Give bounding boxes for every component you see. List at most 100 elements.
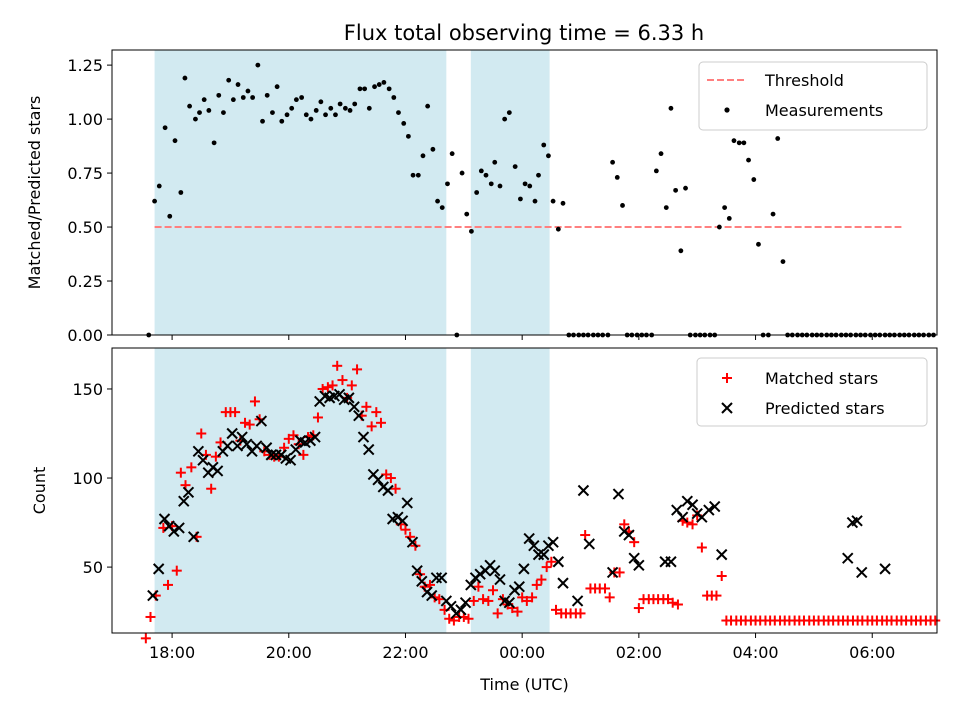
matched-point-162 <box>930 615 941 626</box>
legend-measurements-swatch <box>724 107 730 113</box>
predicted-point-33 <box>309 431 321 443</box>
measurement-point-36 <box>323 112 328 118</box>
measurement-point-11 <box>201 97 207 103</box>
matched-point-37 <box>322 382 333 393</box>
measurement-point-66 <box>469 228 474 234</box>
matched-point-63 <box>448 615 459 626</box>
measurement-point-7 <box>182 75 188 81</box>
measurement-point-30 <box>293 97 299 103</box>
predicted-point-16 <box>226 427 238 440</box>
measurement-point-130 <box>780 259 786 264</box>
measurement-point-72 <box>497 183 503 189</box>
predicted-point-24 <box>265 449 277 461</box>
predicted-point-95 <box>665 556 677 568</box>
matched-point-72 <box>492 608 503 619</box>
matched-point-39 <box>332 360 343 371</box>
measurement-point-57 <box>425 103 431 109</box>
measurement-point-13 <box>211 140 217 146</box>
matched-point-78 <box>521 595 532 606</box>
predicted-point-108 <box>856 566 868 579</box>
measurement-point-74 <box>506 110 512 116</box>
predicted-point-58 <box>430 572 443 584</box>
matched-point-1 <box>145 611 156 622</box>
measurement-point-75 <box>512 164 518 169</box>
bottom-legend-box <box>696 357 928 427</box>
measurement-point-105 <box>658 151 664 157</box>
matched-point-42 <box>346 380 357 391</box>
measurement-point-81 <box>541 142 547 148</box>
measurement-point-54 <box>410 172 416 178</box>
predicted-point-53 <box>406 536 419 548</box>
measurement-point-76 <box>518 196 523 202</box>
matched-point-13 <box>206 483 217 494</box>
measurement-point-84 <box>555 226 561 232</box>
predicted-point-79 <box>532 548 545 561</box>
measurement-point-3 <box>162 125 168 131</box>
predicted-point-19 <box>241 438 253 450</box>
matched-point-71 <box>487 585 498 596</box>
predicted-point-5 <box>173 522 185 534</box>
matched-point-118 <box>716 571 727 581</box>
predicted-point-9 <box>192 445 205 458</box>
measurement-point-122 <box>741 140 747 146</box>
matched-point-51 <box>390 483 401 494</box>
measurement-point-68 <box>478 168 484 174</box>
measurement-point-128 <box>770 211 776 217</box>
measurement-point-85 <box>560 200 566 206</box>
bottom-axes-frame <box>111 347 938 634</box>
measurement-point-45 <box>366 105 372 111</box>
predicted-point-67 <box>474 568 486 580</box>
bottom-panel: 50 100 150 18:00 20:00 22:00 00:00 02:00 04:00 0… <box>30 347 941 694</box>
predicted-point-93 <box>633 559 645 572</box>
measurement-point-47 <box>376 82 382 87</box>
shaded-interval-1 <box>470 50 550 335</box>
matched-point-111 <box>682 517 693 528</box>
top-axes-frame <box>111 49 938 336</box>
matched-point-114 <box>696 542 707 553</box>
matched-point-35 <box>312 412 323 423</box>
bottom-xtick-label-0: 18:00 <box>149 643 195 662</box>
matched-point-84 <box>551 604 562 615</box>
predicted-point-55 <box>416 575 428 588</box>
predicted-point-73 <box>503 597 516 609</box>
measurement-point-2 <box>156 183 162 189</box>
predicted-point-48 <box>382 484 394 497</box>
legend-predicted-label: Predicted stars <box>765 399 885 418</box>
predicted-point-44 <box>363 443 375 456</box>
matched-point-117 <box>711 590 722 601</box>
measurement-point-26 <box>274 84 280 90</box>
top-x-axis-ticks <box>171 335 873 340</box>
legend-matched-marker <box>722 373 732 383</box>
measurement-point-61 <box>445 181 450 187</box>
predicted-point-98 <box>681 495 693 507</box>
measurement-point-107 <box>668 105 674 111</box>
predicted-point-28 <box>284 454 297 466</box>
matched-point-69 <box>478 594 489 605</box>
measurement-point-117 <box>716 224 722 230</box>
predicted-point-107 <box>851 515 863 527</box>
predicted-point-10 <box>197 454 209 466</box>
measurement-point-119 <box>726 216 732 221</box>
measurement-point-96 <box>614 174 620 180</box>
predicted-point-75 <box>513 580 525 593</box>
matched-point-18 <box>230 407 241 418</box>
predicted-point-61 <box>445 600 457 612</box>
measurement-point-71 <box>492 159 498 165</box>
measurement-point-73 <box>502 116 508 122</box>
measurement-point-16 <box>226 77 232 83</box>
measurement-point-59 <box>435 198 440 204</box>
predicted-point-82 <box>547 536 559 548</box>
predicted-point-89 <box>612 488 625 500</box>
predicted-stars-points <box>147 388 891 620</box>
predicted-point-4 <box>168 525 180 538</box>
top-ytick-label-1: 0.25 <box>67 272 103 291</box>
predicted-point-40 <box>343 392 355 404</box>
predicted-point-22 <box>255 415 268 427</box>
predicted-point-91 <box>623 529 635 541</box>
predicted-point-104 <box>715 548 728 561</box>
measurement-point-10 <box>197 110 202 116</box>
measurement-point-39 <box>337 101 343 107</box>
measurement-point-124 <box>751 177 757 182</box>
predicted-point-83 <box>552 556 565 568</box>
bottom-shaded-intervals <box>154 348 550 633</box>
